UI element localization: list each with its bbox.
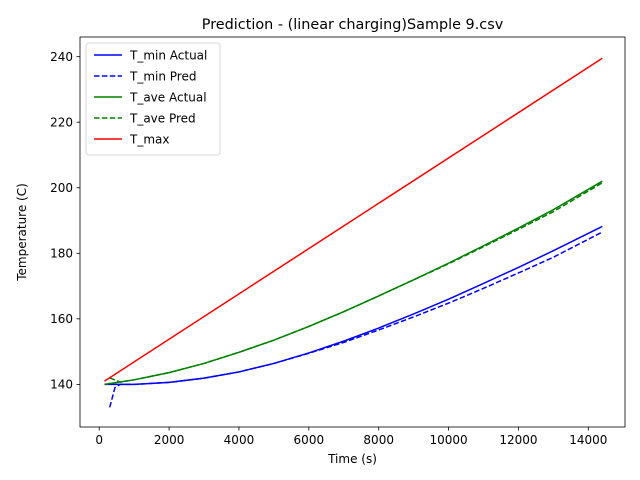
legend-label: T_min Actual [129,48,207,62]
x-axis-title: Time (s) [327,452,377,466]
y-axis-title: Temperature (C) [15,183,29,282]
x-tick-label: 14000 [569,433,607,447]
plot-frame [79,36,626,428]
x-axis: 0 2000 4000 6000 8000 10000 12000 14000 [95,427,607,447]
x-tick-label: 4000 [224,433,255,447]
y-axis: 140 160 180 200 220 240 [50,50,80,392]
legend-label: T_ave Pred [129,111,196,125]
y-tick-label: 180 [50,247,73,261]
chart-title: Prediction - (linear charging)Sample 9.c… [202,17,504,33]
y-tick-label: 140 [50,378,73,392]
series-line-4 [109,182,603,383]
x-tick-label: 6000 [294,433,325,447]
x-tick-label: 0 [95,433,103,447]
series-line-2 [108,231,603,408]
y-tick-label: 200 [50,181,73,195]
legend-frame [85,42,221,156]
x-tick-label: 12000 [499,433,537,447]
y-tick-label: 220 [50,116,73,130]
x-tick-label: 8000 [363,433,394,447]
series-layer [104,57,603,408]
x-tick-label: 10000 [429,433,467,447]
y-tick-label: 160 [50,312,73,326]
y-tick-label: 240 [50,50,73,64]
x-tick-label: 2000 [154,433,185,447]
legend-label: T_max [129,132,169,146]
legend-label: T_min Pred [129,69,196,83]
legend: T_min Actual T_min Pred T_ave Actual T_ave … [85,42,221,156]
series-line-5 [104,57,603,382]
legend-label: T_ave Actual [129,90,207,104]
